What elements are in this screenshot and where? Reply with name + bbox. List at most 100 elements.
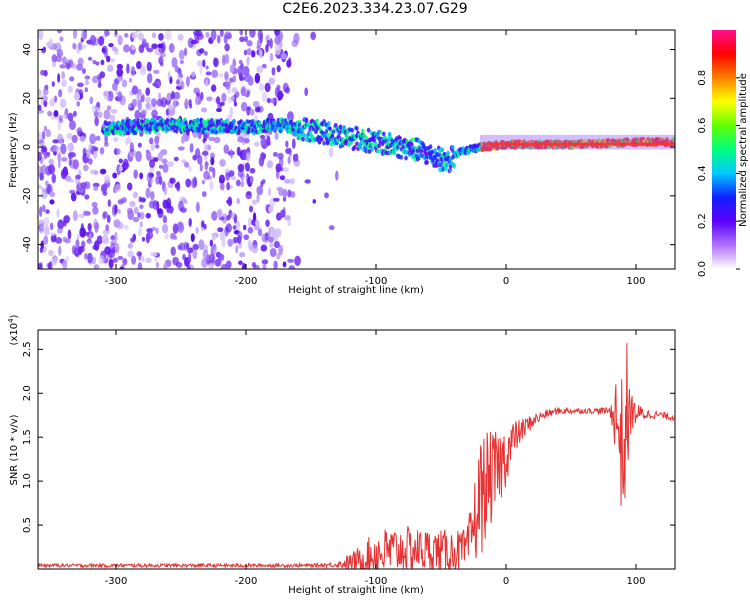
noise-blob [237, 136, 244, 143]
noise-blob [199, 48, 205, 54]
noise-blob [60, 143, 67, 155]
ridge-blob [111, 120, 116, 126]
noise-blob [58, 89, 63, 98]
noise-blob [189, 143, 194, 153]
ridge-blob [232, 119, 236, 124]
noise-blob [76, 63, 83, 71]
noise-blob [218, 72, 224, 78]
noise-blob [216, 96, 221, 105]
noise-blob [202, 59, 206, 68]
noise-blob [78, 41, 83, 51]
noise-blob [93, 240, 100, 251]
noise-blob [188, 166, 192, 173]
noise-blob [256, 185, 264, 196]
noise-blob [172, 223, 179, 234]
noise-blob [57, 73, 61, 83]
noise-blob [77, 57, 84, 66]
ridge-blob [448, 167, 453, 173]
noise-blob [146, 72, 153, 84]
noise-blob [110, 58, 116, 63]
noise-blob [187, 247, 194, 254]
noise-blob [328, 225, 335, 231]
ridge-blob [338, 124, 343, 130]
ridge-blob [370, 142, 374, 148]
snr-x-ticks: -300 -200 -100 0 100 [105, 330, 646, 587]
noise-blob [167, 161, 174, 168]
noise-blob [192, 243, 199, 251]
noise-blob [131, 255, 137, 265]
noise-blob [66, 132, 73, 139]
noise-blob [282, 261, 287, 268]
noise-blob [133, 206, 139, 215]
ridge-blob [329, 141, 333, 147]
noise-blob [79, 135, 86, 142]
noise-blob [224, 31, 231, 36]
ridge-blob [425, 160, 429, 165]
noise-blob [53, 95, 58, 103]
noise-blob [189, 103, 193, 109]
noise-blob [235, 244, 239, 254]
noise-blob [225, 260, 232, 269]
noise-blob [150, 191, 155, 201]
noise-blob [56, 227, 63, 234]
noise-blob [162, 163, 169, 173]
noise-blob [226, 182, 230, 191]
noise-blob [158, 32, 164, 41]
noise-blob [126, 63, 130, 74]
noise-blob [279, 175, 286, 181]
x-tick-label: 0 [503, 576, 509, 587]
noise-blob [39, 172, 43, 180]
noise-blob [261, 259, 269, 265]
noise-blob [286, 59, 292, 68]
noise-blob [72, 110, 77, 117]
noise-blob [230, 176, 236, 181]
noise-blob [109, 114, 116, 122]
noise-blob [47, 110, 52, 117]
noise-blob [219, 30, 224, 37]
noise-blob [67, 229, 72, 240]
noise-blob [169, 205, 174, 214]
noise-blob [62, 114, 68, 119]
noise-blob [119, 266, 124, 269]
noise-blob [69, 76, 75, 82]
noise-blob [56, 30, 63, 34]
noise-blob [251, 244, 259, 254]
noise-blob [290, 178, 295, 185]
noise-blob [181, 197, 187, 203]
noise-blob [137, 212, 141, 218]
noise-blob [98, 35, 105, 46]
noise-blob [137, 142, 142, 148]
noise-blob [262, 263, 267, 269]
ridge-blob [399, 154, 404, 160]
noise-blob [76, 82, 84, 88]
noise-blob [205, 78, 209, 88]
y-tick-label: 0.5 [22, 517, 33, 533]
noise-blob [254, 73, 261, 84]
noise-blob [310, 31, 317, 41]
noise-blob [53, 110, 59, 117]
noise-blob [188, 252, 192, 264]
ridge-blob [364, 135, 369, 141]
ridge-blob [177, 117, 181, 123]
noise-blob [209, 180, 214, 191]
noise-blob [104, 174, 111, 184]
noise-blob [92, 206, 99, 215]
y-tick-label: 20 [22, 92, 33, 105]
noise-blob [148, 159, 156, 168]
noise-blob [195, 37, 200, 44]
noise-blob [131, 85, 139, 95]
noise-blob [236, 146, 241, 156]
noise-blob [212, 245, 217, 255]
noise-blob [195, 91, 201, 97]
noise-blob [227, 96, 232, 104]
noise-blob [260, 180, 264, 188]
noise-blob [225, 172, 231, 181]
noise-blob [260, 138, 265, 146]
noise-blob [89, 133, 97, 145]
ridge-blob [257, 120, 262, 126]
y-tick-label: 2.5 [22, 341, 33, 357]
noise-blob [158, 92, 162, 102]
noise-blob [130, 66, 136, 77]
x-tick-label: -100 [365, 276, 388, 287]
